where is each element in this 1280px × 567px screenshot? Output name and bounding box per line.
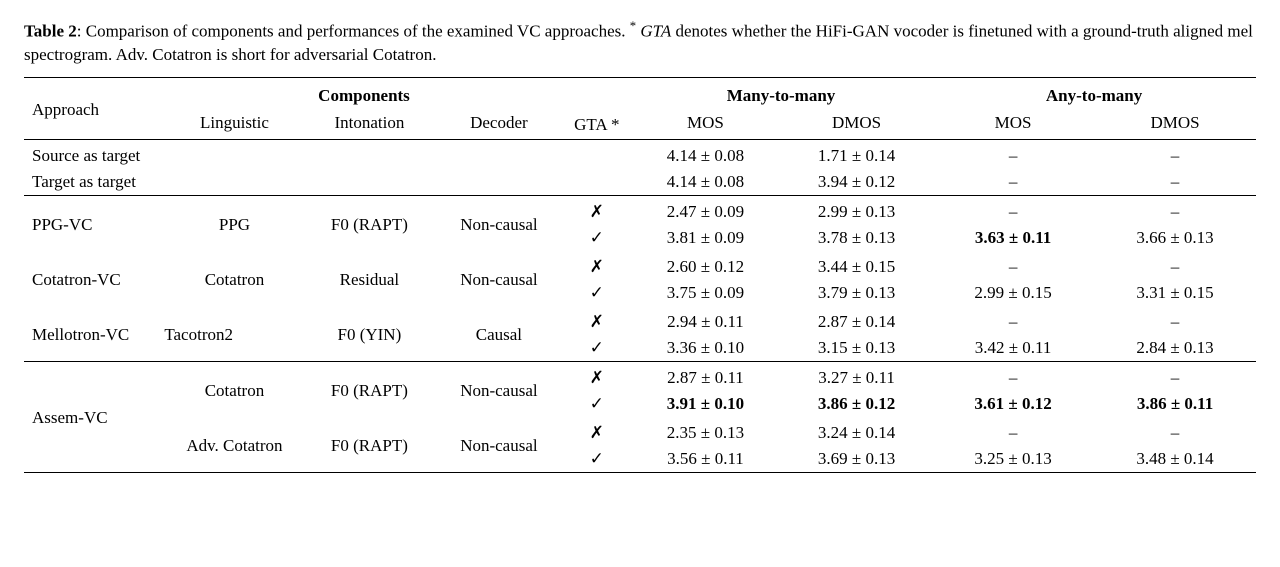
cell: Adv. Cotatron [164, 417, 304, 473]
check-icon: ✓ [564, 446, 630, 473]
cell: 3.86 ± 0.12 [781, 391, 932, 417]
cell: 2.47 ± 0.09 [630, 195, 781, 225]
comparison-table: Approach Components GTA * Many-to-many A… [24, 77, 1256, 473]
cell: 3.66 ± 0.13 [1094, 225, 1256, 251]
row-target: Target as target [24, 169, 305, 196]
check-icon: ✓ [564, 391, 630, 417]
cell: 3.15 ± 0.13 [781, 335, 932, 362]
cell: 3.78 ± 0.13 [781, 225, 932, 251]
hdr-intonation: Intonation [305, 110, 435, 140]
hdr-approach: Approach [24, 77, 164, 139]
cell: 3.44 ± 0.15 [781, 251, 932, 280]
hdr-any: Any-to-many [932, 77, 1256, 110]
cell: 4.14 ± 0.08 [630, 139, 781, 169]
row-source: Source as target [24, 139, 305, 169]
cell: 3.24 ± 0.14 [781, 417, 932, 446]
caption-label: Table 2 [24, 22, 77, 41]
hdr-components: Components [164, 77, 563, 110]
row-assem: Assem-VC [24, 361, 164, 472]
check-icon: ✓ [564, 335, 630, 362]
hdr-linguistic: Linguistic [164, 110, 304, 140]
cell: Residual [305, 251, 435, 306]
cell: 3.91 ± 0.10 [630, 391, 781, 417]
hdr-dmos-1: DMOS [781, 110, 932, 140]
cell: – [932, 417, 1094, 446]
cell: F0 (RAPT) [305, 417, 435, 473]
cell: – [932, 139, 1094, 169]
check-icon: ✓ [564, 225, 630, 251]
cell: 3.25 ± 0.13 [932, 446, 1094, 473]
cell: 3.86 ± 0.11 [1094, 391, 1256, 417]
cell: 3.56 ± 0.11 [630, 446, 781, 473]
x-icon: ✗ [564, 417, 630, 446]
cell: 3.79 ± 0.13 [781, 280, 932, 306]
check-icon: ✓ [564, 280, 630, 306]
cell: Cotatron [164, 361, 304, 417]
cell: 2.35 ± 0.13 [630, 417, 781, 446]
cell: Tacotron2 [164, 306, 304, 362]
table-caption: Table 2: Comparison of components and pe… [24, 18, 1256, 67]
cell: 2.87 ± 0.11 [630, 361, 781, 391]
cell: F0 (RAPT) [305, 361, 435, 417]
cell: F0 (RAPT) [305, 195, 435, 251]
cell: – [932, 169, 1094, 196]
cell: 3.94 ± 0.12 [781, 169, 932, 196]
cell: 3.36 ± 0.10 [630, 335, 781, 362]
cell: 2.60 ± 0.12 [630, 251, 781, 280]
cell: 2.87 ± 0.14 [781, 306, 932, 335]
cell: F0 (YIN) [305, 306, 435, 362]
hdr-mos-1: MOS [630, 110, 781, 140]
hdr-dmos-2: DMOS [1094, 110, 1256, 140]
hdr-many: Many-to-many [630, 77, 932, 110]
cell: – [1094, 195, 1256, 225]
cell: 3.75 ± 0.09 [630, 280, 781, 306]
cell: – [932, 306, 1094, 335]
cell: Non-causal [434, 251, 564, 306]
row-ppg: PPG-VC [24, 195, 164, 251]
caption-text1: : Comparison of components and performan… [77, 22, 630, 41]
cell: – [1094, 417, 1256, 446]
caption-gta: GTA [640, 22, 671, 41]
cell: 4.14 ± 0.08 [630, 169, 781, 196]
cell: 3.69 ± 0.13 [781, 446, 932, 473]
cell: 3.81 ± 0.09 [630, 225, 781, 251]
cell: 3.63 ± 0.11 [932, 225, 1094, 251]
hdr-decoder: Decoder [434, 110, 564, 140]
hdr-mos-2: MOS [932, 110, 1094, 140]
x-icon: ✗ [564, 251, 630, 280]
cell: Non-causal [434, 417, 564, 473]
cell: – [1094, 251, 1256, 280]
cell: – [1094, 361, 1256, 391]
cell: 3.31 ± 0.15 [1094, 280, 1256, 306]
cell: 1.71 ± 0.14 [781, 139, 932, 169]
cell: 3.42 ± 0.11 [932, 335, 1094, 362]
cell: Non-causal [434, 195, 564, 251]
cell: 2.84 ± 0.13 [1094, 335, 1256, 362]
row-mello: Mellotron-VC [24, 306, 164, 362]
cell: 2.99 ± 0.15 [932, 280, 1094, 306]
cell: – [932, 251, 1094, 280]
cell: – [932, 195, 1094, 225]
cell: 2.99 ± 0.13 [781, 195, 932, 225]
cell: Causal [434, 306, 564, 362]
cell: PPG [164, 195, 304, 251]
cell: 3.61 ± 0.12 [932, 391, 1094, 417]
x-icon: ✗ [564, 195, 630, 225]
cell: 3.27 ± 0.11 [781, 361, 932, 391]
cell: Cotatron [164, 251, 304, 306]
caption-star: * [630, 19, 636, 33]
cell: – [932, 361, 1094, 391]
cell: – [1094, 169, 1256, 196]
hdr-gta: GTA * [564, 77, 630, 139]
cell: Non-causal [434, 361, 564, 417]
cell: 2.94 ± 0.11 [630, 306, 781, 335]
x-icon: ✗ [564, 306, 630, 335]
x-icon: ✗ [564, 361, 630, 391]
row-cota: Cotatron-VC [24, 251, 164, 306]
cell: 3.48 ± 0.14 [1094, 446, 1256, 473]
cell: – [1094, 139, 1256, 169]
cell: – [1094, 306, 1256, 335]
